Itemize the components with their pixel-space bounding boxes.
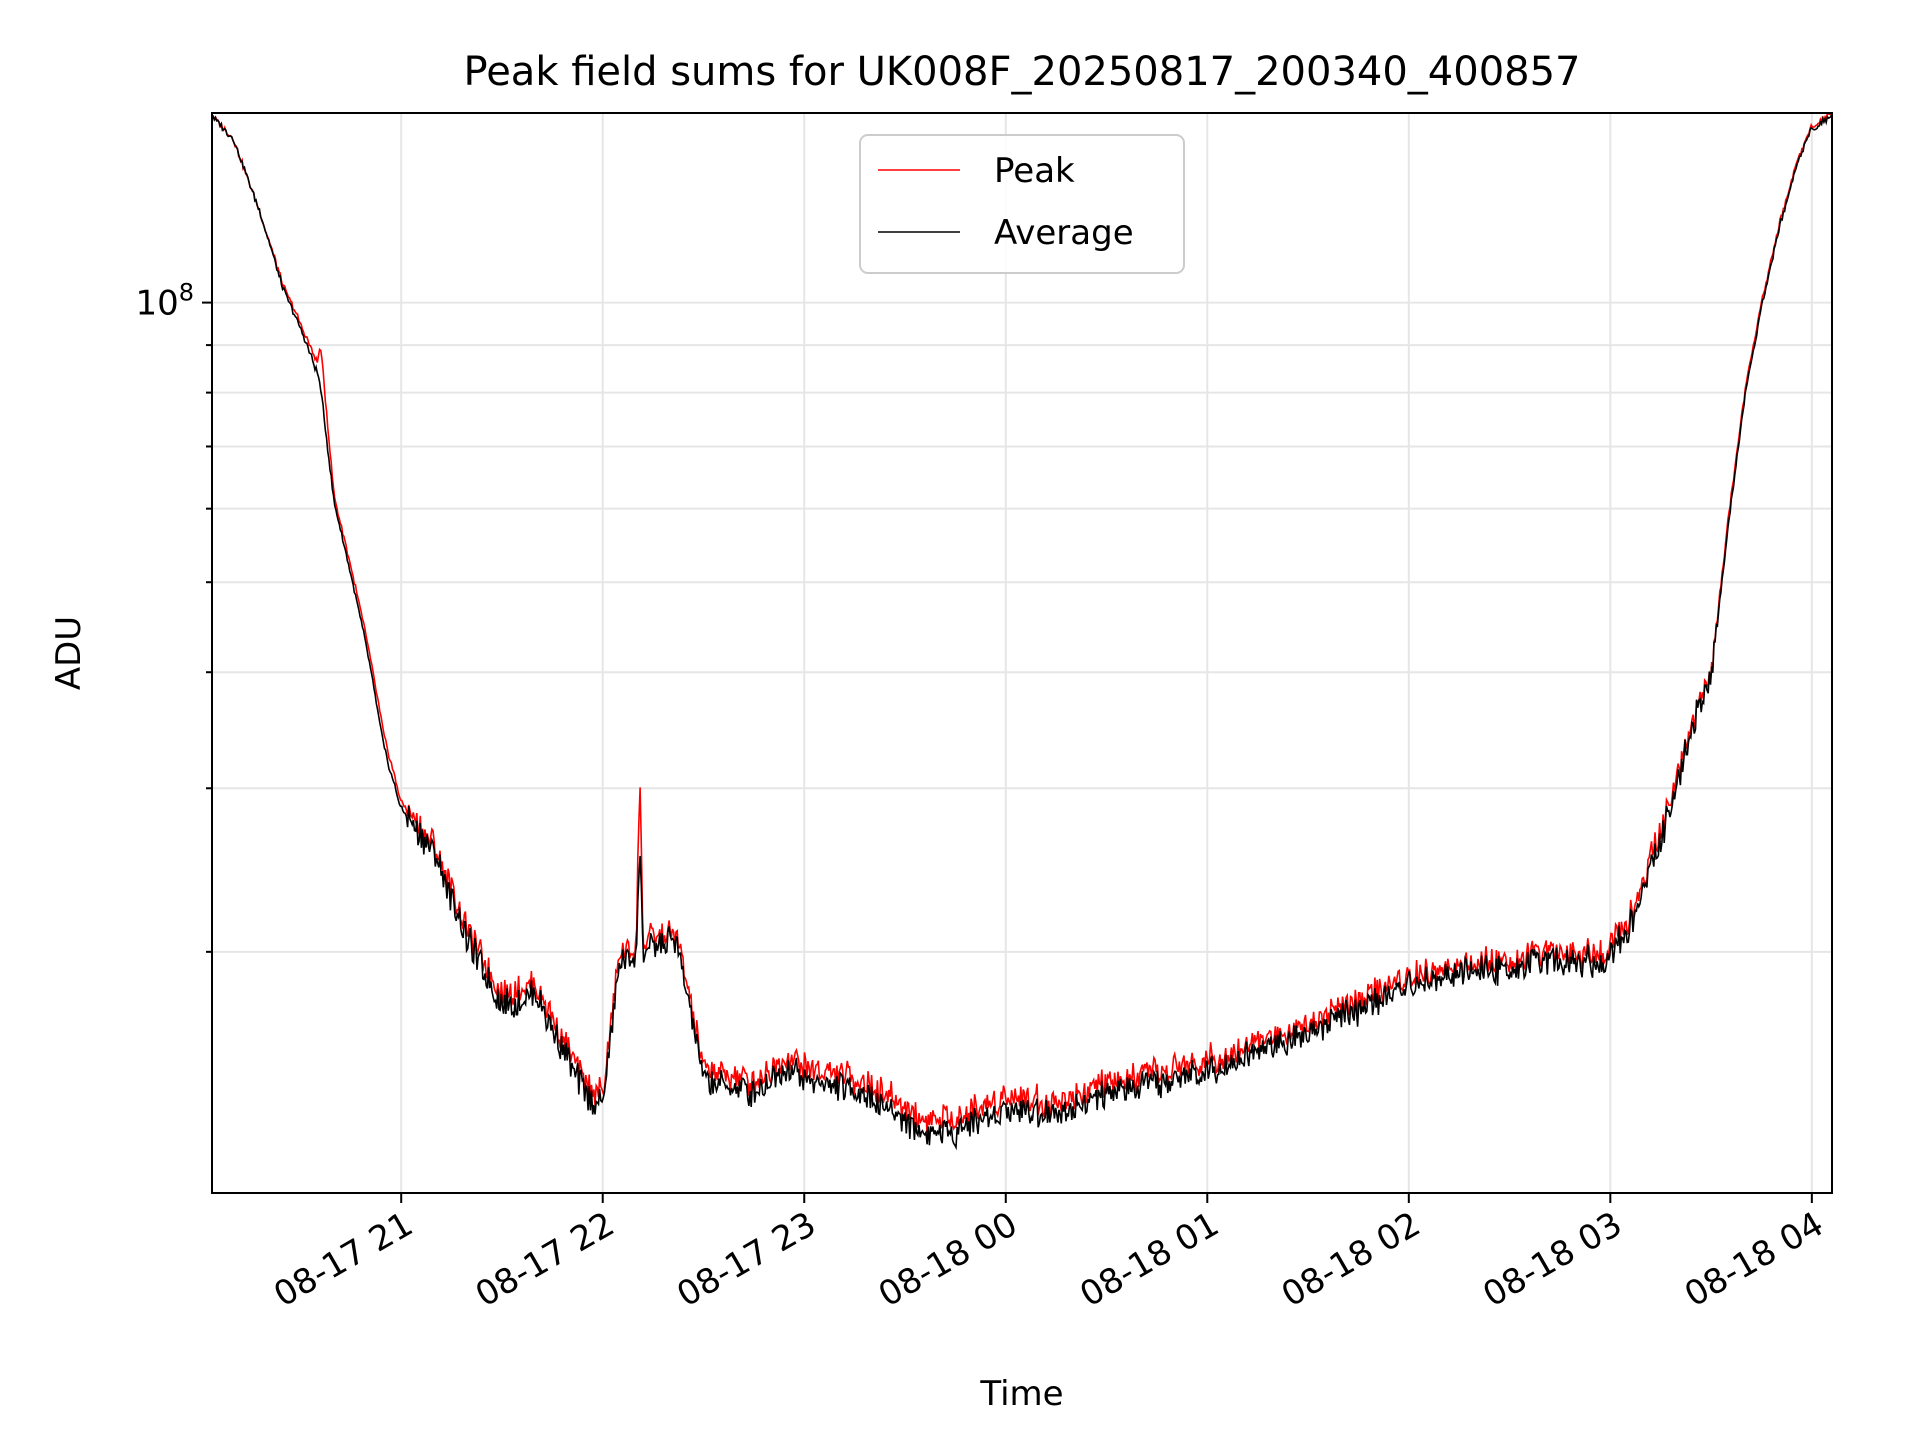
legend-label-peak: Peak (994, 151, 1075, 191)
legend-label-average: Average (994, 213, 1134, 253)
x-axis-label: Time (979, 1374, 1063, 1414)
y-axis: 108 (135, 279, 212, 953)
series-layer (212, 113, 1832, 1151)
plot-frame (211, 112, 1833, 1194)
y-axis-label: ADU (49, 616, 89, 690)
legend: Peak Average (859, 134, 1185, 274)
chart-title: Peak field sums for UK008F_20250817_2003… (464, 49, 1581, 95)
y-tick-label: 108 (135, 279, 194, 324)
series-line-average (212, 113, 1832, 1151)
